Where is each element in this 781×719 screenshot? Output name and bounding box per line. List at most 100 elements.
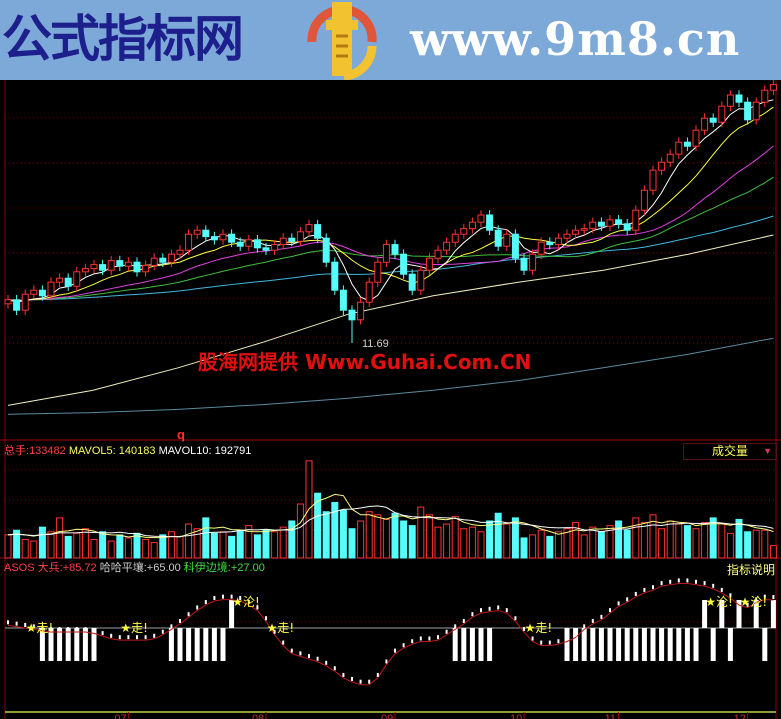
asos-a-label: 大兵: [37,562,63,574]
time-tick-label: 12 [734,713,746,719]
volume-bar [692,528,700,559]
candle-body [210,236,218,241]
candle-body [339,289,347,311]
site-url[interactable]: www.9m8.cn [410,12,741,66]
asos-down-bar [487,628,493,661]
volume-bar [271,531,279,559]
candle-body [503,233,511,247]
asos-dot [574,632,577,637]
asos-dot [471,612,474,617]
volume-bar [236,529,244,559]
candle-body [563,233,571,239]
asos-down-bar [564,628,570,661]
asos-down-bar [710,628,716,661]
asos-dot [213,596,216,600]
stock-chart[interactable]: ★走! ★走! ★沦! ★走! ★走! ★沦! ★沦! 07 08 09 10 11 12 [0,80,781,719]
volume-bar [30,540,38,559]
volume-bar [245,525,253,559]
indicator-selector[interactable]: 成交量 ▼ [683,443,777,460]
asos-down-bar [598,628,604,661]
asos-down-bar [624,628,630,661]
candle-body [99,264,107,271]
candle-body [193,229,201,235]
asos-dot [101,631,104,636]
volume-bar [425,514,433,559]
volume-bar [623,529,631,559]
asos-c-value: +27.00 [230,562,265,574]
asos-dot [196,605,199,610]
volume-bar [365,511,373,559]
candle-body [460,228,468,235]
volume-bar [666,520,674,559]
candle-body [124,261,132,267]
asos-dot [505,608,508,613]
asos-up-bar [736,600,742,628]
asos-c-label: 科伊边境: [183,562,231,574]
asos-dot [411,639,414,644]
total-label: 总手: [4,445,30,457]
volume-bar [606,525,614,559]
asos-dot [763,594,766,599]
ma-long-a-line [7,234,774,406]
asos-dot [729,593,732,598]
volume-bar [219,531,227,559]
signal-walk: ★走! [120,621,148,635]
candle-body [21,293,29,311]
candle-body [718,105,726,123]
asos-dot [222,594,224,599]
asos-dot [282,640,285,645]
asos-dot [127,635,130,640]
candle-body [761,89,769,103]
asos-dot [394,648,396,653]
asos-down-bar [607,628,613,661]
total-value: 133482 [29,445,66,457]
volume-bar [417,506,425,559]
volume-bar [253,534,261,559]
candle-body [537,241,545,255]
candle-body [382,244,390,263]
asos-up-bar [229,600,235,628]
asos-down-bar [478,628,484,661]
candle-body [288,237,296,242]
asos-dot [703,581,706,586]
candle-body [486,214,494,231]
watermark: 股海网提供 Www.Guhai.Com.CN [198,350,532,374]
candle-body [425,257,433,271]
asos-dot [488,606,491,611]
signal-sink: ★沦! [232,594,260,609]
asos-legend: ASOS 大兵:+85.72 哈哈平壤:+65.00 科伊边境:+27.00 [4,562,265,575]
candle-body [400,253,408,275]
asos-dot [445,629,448,634]
candle-body [107,260,115,271]
candle-body [477,214,485,223]
volume-bar [167,531,175,559]
volume-bar [589,526,597,559]
candle-body [142,264,150,273]
volume-bar [339,509,347,559]
dropdown-arrow-icon: ▼ [763,446,772,456]
asos-up-bar [753,600,759,628]
volume-bar [701,522,709,559]
signal-sink: ★沦! [705,594,733,609]
candle-body [434,249,442,259]
asos-dot [531,636,534,641]
volume-bar [580,534,588,559]
volume-bar [443,523,451,559]
asos-dot [342,672,345,677]
asos-down-bar [650,628,656,661]
candle-body [4,299,12,305]
candle-body [443,241,451,251]
asos-dot [24,623,27,627]
asos-dot [540,640,543,645]
candle-body [752,101,760,121]
candle-body [726,94,734,107]
indicator-help-button[interactable]: 指标说明 [727,563,776,577]
asos-down-bar [48,628,54,661]
asos-down-bar [727,628,733,661]
volume-bar [296,503,304,559]
volume-bar [73,532,81,559]
candle-body [30,289,38,295]
candle-body [451,233,459,243]
candle-body [391,244,399,255]
candle-body [683,141,691,147]
